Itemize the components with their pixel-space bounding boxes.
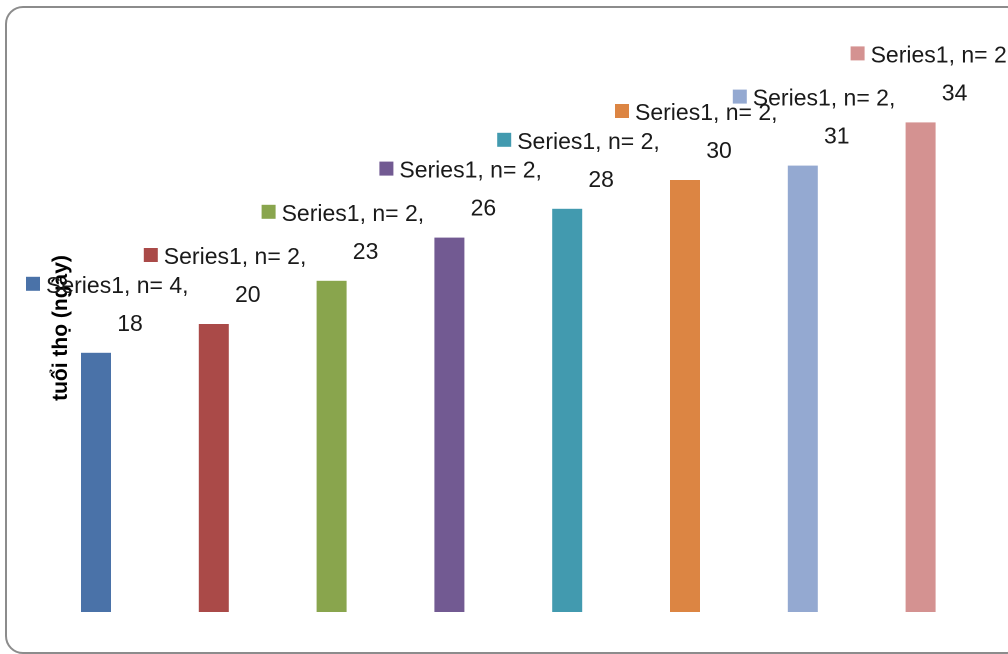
data-label-key-8 <box>850 46 865 61</box>
bar-5 <box>552 208 583 613</box>
y-axis-label: tuổi thọ (ngày) <box>49 255 72 401</box>
data-label-value-7: 31 <box>824 123 850 149</box>
data-labels-group: Series1, n= 4, 18 Series1, n= 2, 20 Series1,… <box>26 41 1008 336</box>
data-label-series-1: Series1, n= 4, <box>46 272 189 298</box>
bar-3 <box>316 280 347 612</box>
data-label-key-3 <box>261 204 276 219</box>
data-label-value-4: 26 <box>471 195 497 221</box>
data-label-key-7 <box>732 89 747 104</box>
data-label-series-3: Series1, n= 2, <box>282 200 425 226</box>
data-label-key-4 <box>379 161 394 176</box>
data-label-key-2 <box>143 248 158 262</box>
bar-6 <box>670 180 700 612</box>
data-label-series-2: Series1, n= 2, <box>164 243 307 269</box>
data-label-value-5: 28 <box>588 166 614 192</box>
data-label-key-6 <box>615 104 629 118</box>
bar-2 <box>198 324 229 612</box>
bar-8 <box>905 122 936 613</box>
data-label-value-3: 23 <box>353 238 379 264</box>
bar-4 <box>434 237 465 612</box>
bar-7 <box>787 165 818 612</box>
data-label-series-4: Series1, n= 2, <box>399 157 542 183</box>
chart-frame <box>5 6 1008 654</box>
data-label-value-1: 18 <box>117 310 143 336</box>
bars-group <box>81 122 936 613</box>
data-label-series-7: Series1, n= 2, <box>753 85 896 111</box>
bar-1 <box>81 352 111 612</box>
data-label-series-6: Series1, n= 2, <box>635 99 778 125</box>
data-label-key-5 <box>497 132 512 147</box>
data-label-value-8: 34 <box>942 79 968 105</box>
data-label-series-8: Series1, n= 2, <box>871 41 1008 67</box>
data-label-value-2: 20 <box>235 281 261 307</box>
data-label-key-1 <box>26 276 40 291</box>
data-label-value-6: 30 <box>706 137 732 163</box>
data-label-series-5: Series1, n= 2, <box>517 128 660 154</box>
